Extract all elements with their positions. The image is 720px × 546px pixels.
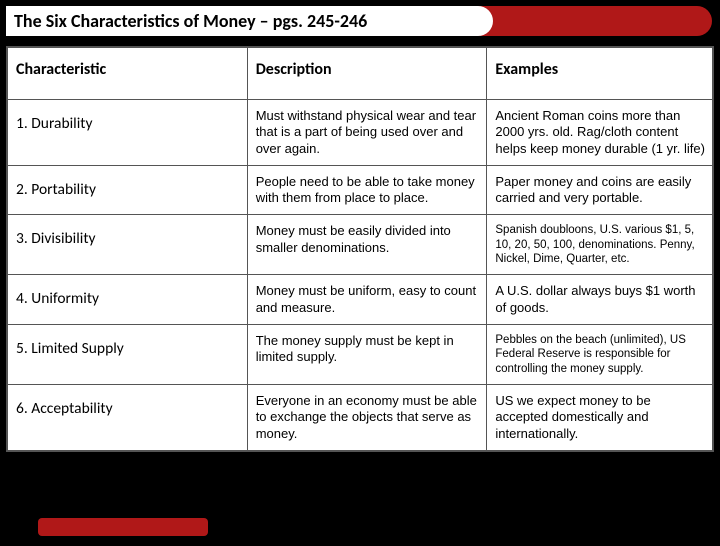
header-description: Description bbox=[247, 48, 487, 100]
cell-characteristic: 1. Durability bbox=[8, 100, 248, 166]
cell-characteristic: 5. Limited Supply bbox=[8, 324, 248, 384]
title-bar: The Six Characteristics of Money – pgs. … bbox=[6, 6, 712, 42]
table-row: 3. DivisibilityMoney must be easily divi… bbox=[8, 215, 713, 275]
cell-description: Money must be easily divided into smalle… bbox=[247, 215, 487, 275]
table-row: 6. AcceptabilityEveryone in an economy m… bbox=[8, 385, 713, 451]
table-row: 4. UniformityMoney must be uniform, easy… bbox=[8, 275, 713, 325]
cell-description: People need to be able to take money wit… bbox=[247, 165, 487, 215]
cell-characteristic: 6. Acceptability bbox=[8, 385, 248, 451]
table-row: 2. PortabilityPeople need to be able to … bbox=[8, 165, 713, 215]
title-container: The Six Characteristics of Money – pgs. … bbox=[6, 6, 493, 36]
table-row: 5. Limited SupplyThe money supply must b… bbox=[8, 324, 713, 384]
bottom-accent-bar bbox=[38, 518, 208, 536]
cell-description: Money must be uniform, easy to count and… bbox=[247, 275, 487, 325]
table-header-row: Characteristic Description Examples bbox=[8, 48, 713, 100]
cell-characteristic: 2. Portability bbox=[8, 165, 248, 215]
cell-examples: Pebbles on the beach (unlimited), US Fed… bbox=[487, 324, 713, 384]
cell-examples: A U.S. dollar always buys $1 worth of go… bbox=[487, 275, 713, 325]
page-title: The Six Characteristics of Money – pgs. … bbox=[14, 10, 367, 32]
cell-examples: US we expect money to be accepted domest… bbox=[487, 385, 713, 451]
cell-description: The money supply must be kept in limited… bbox=[247, 324, 487, 384]
cell-description: Everyone in an economy must be able to e… bbox=[247, 385, 487, 451]
cell-characteristic: 3. Divisibility bbox=[8, 215, 248, 275]
header-characteristic: Characteristic bbox=[8, 48, 248, 100]
cell-characteristic: 4. Uniformity bbox=[8, 275, 248, 325]
header-examples: Examples bbox=[487, 48, 713, 100]
characteristics-table: Characteristic Description Examples 1. D… bbox=[7, 47, 713, 451]
cell-examples: Paper money and coins are easily carried… bbox=[487, 165, 713, 215]
cell-description: Must withstand physical wear and tear th… bbox=[247, 100, 487, 166]
table-row: 1. DurabilityMust withstand physical wea… bbox=[8, 100, 713, 166]
cell-examples: Ancient Roman coins more than 2000 yrs. … bbox=[487, 100, 713, 166]
cell-examples: Spanish doubloons, U.S. various $1, 5, 1… bbox=[487, 215, 713, 275]
table-container: Characteristic Description Examples 1. D… bbox=[6, 46, 714, 452]
